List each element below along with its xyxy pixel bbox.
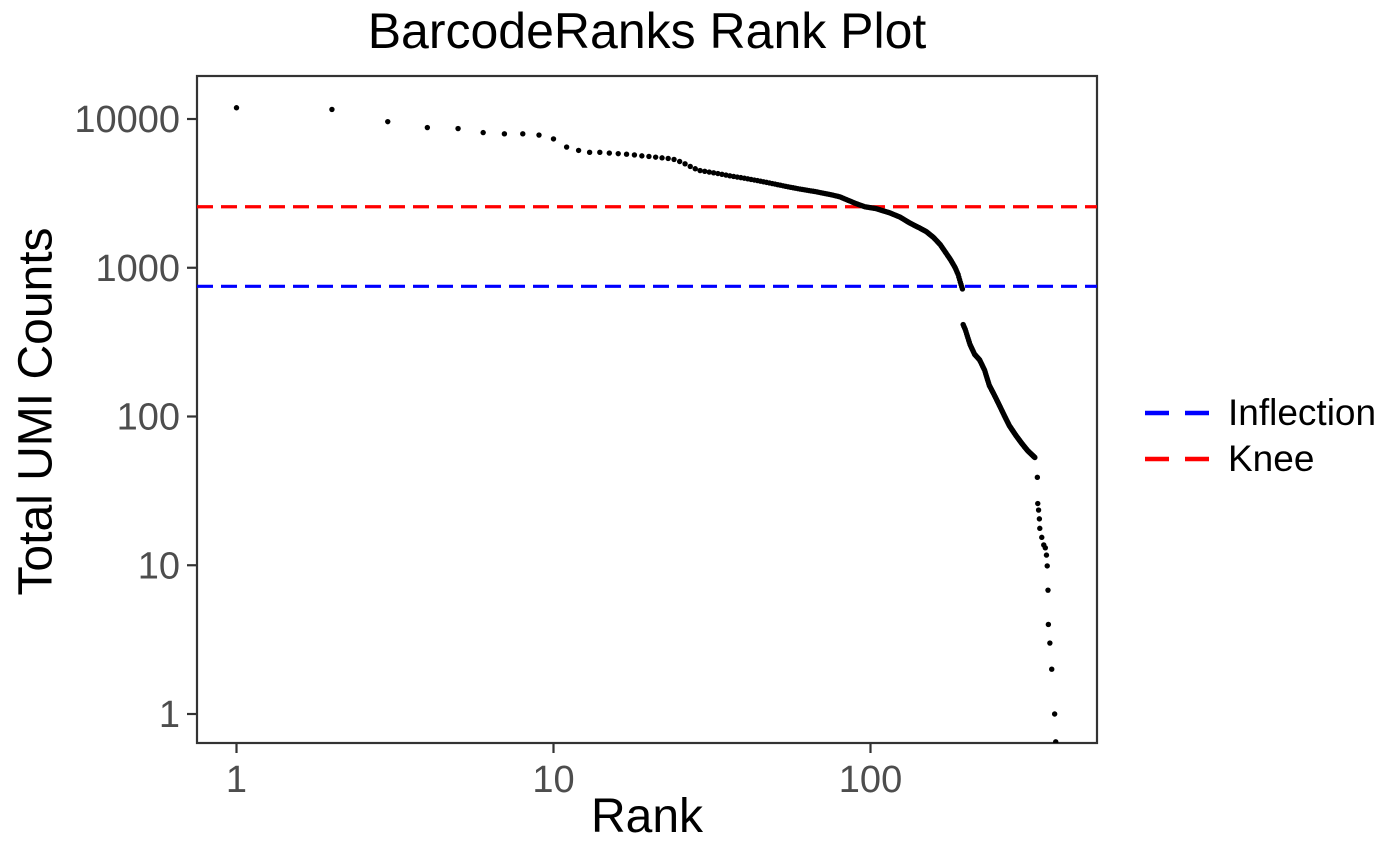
- data-point: [1034, 474, 1041, 481]
- data-point: [1051, 711, 1058, 717]
- data-point: [659, 155, 665, 161]
- data-point: [455, 125, 461, 132]
- data-point: [702, 168, 708, 175]
- data-point: [520, 131, 526, 137]
- data-points: [233, 105, 1059, 743]
- inflection-dashed-key-icon: [1145, 410, 1209, 416]
- data-point: [501, 131, 508, 137]
- data-point: [536, 132, 542, 138]
- legend-label-knee: Knee: [1228, 438, 1315, 479]
- data-point: [1042, 545, 1049, 551]
- data-point: [329, 106, 335, 113]
- legend-item-inflection: Inflection: [1142, 390, 1376, 436]
- data-point: [706, 169, 712, 175]
- data-point: [715, 170, 721, 177]
- data-point: [646, 153, 652, 160]
- data-point: [1045, 621, 1052, 628]
- data-point: [959, 286, 966, 292]
- knee-dashed-key-icon: [1145, 456, 1209, 462]
- data-point: [1044, 563, 1050, 569]
- data-point: [550, 136, 557, 142]
- data-point: [719, 171, 725, 178]
- data-point: [480, 129, 486, 136]
- y-tick-label: 10000: [74, 99, 180, 141]
- data-point: [631, 152, 638, 158]
- x-tick-label: 10: [532, 759, 574, 801]
- data-point: [639, 153, 645, 159]
- y-tick-label: 10: [138, 545, 180, 587]
- data-point: [623, 151, 630, 157]
- data-point: [665, 155, 671, 162]
- data-point: [676, 158, 683, 165]
- data-point: [687, 163, 693, 170]
- data-point: [606, 150, 613, 156]
- data-point: [424, 124, 431, 131]
- data-point: [671, 156, 677, 163]
- chart-title: BarcodeRanks Rank Plot: [367, 3, 927, 59]
- y-axis-title: Total UMI Counts: [9, 227, 63, 596]
- data-point: [597, 149, 603, 156]
- data-point: [233, 105, 240, 111]
- data-point: [1039, 534, 1045, 541]
- data-point: [1049, 666, 1055, 672]
- x-tick-label: 1: [226, 759, 247, 801]
- x-axis-title: Rank: [590, 790, 704, 843]
- y-tick-label: 1000: [95, 248, 180, 290]
- data-point: [652, 154, 659, 160]
- data-point: [615, 150, 621, 157]
- data-point: [1035, 500, 1041, 507]
- y-tick-label: 100: [117, 397, 180, 439]
- data-point: [1037, 525, 1043, 532]
- data-point: [385, 118, 391, 125]
- data-point: [575, 147, 582, 154]
- data-point: [692, 166, 698, 172]
- data-point: [1032, 454, 1038, 461]
- data-point: [697, 167, 703, 174]
- legend-label-inflection: Inflection: [1228, 392, 1377, 433]
- panel-border: [195, 74, 1099, 745]
- y-tick-label: 1: [159, 694, 180, 736]
- data-point: [710, 170, 717, 176]
- legend-item-knee: Knee: [1142, 436, 1376, 482]
- x-tick-label: 100: [839, 759, 902, 801]
- data-point: [1043, 552, 1050, 558]
- data-point: [586, 149, 593, 156]
- data-point: [1036, 516, 1043, 522]
- legend: Inflection Knee: [1142, 390, 1376, 482]
- data-point: [1047, 640, 1053, 646]
- data-point: [682, 161, 688, 167]
- data-point: [1045, 587, 1051, 593]
- data-point: [1035, 507, 1042, 513]
- data-point: [1053, 739, 1059, 743]
- data-point: [563, 144, 570, 150]
